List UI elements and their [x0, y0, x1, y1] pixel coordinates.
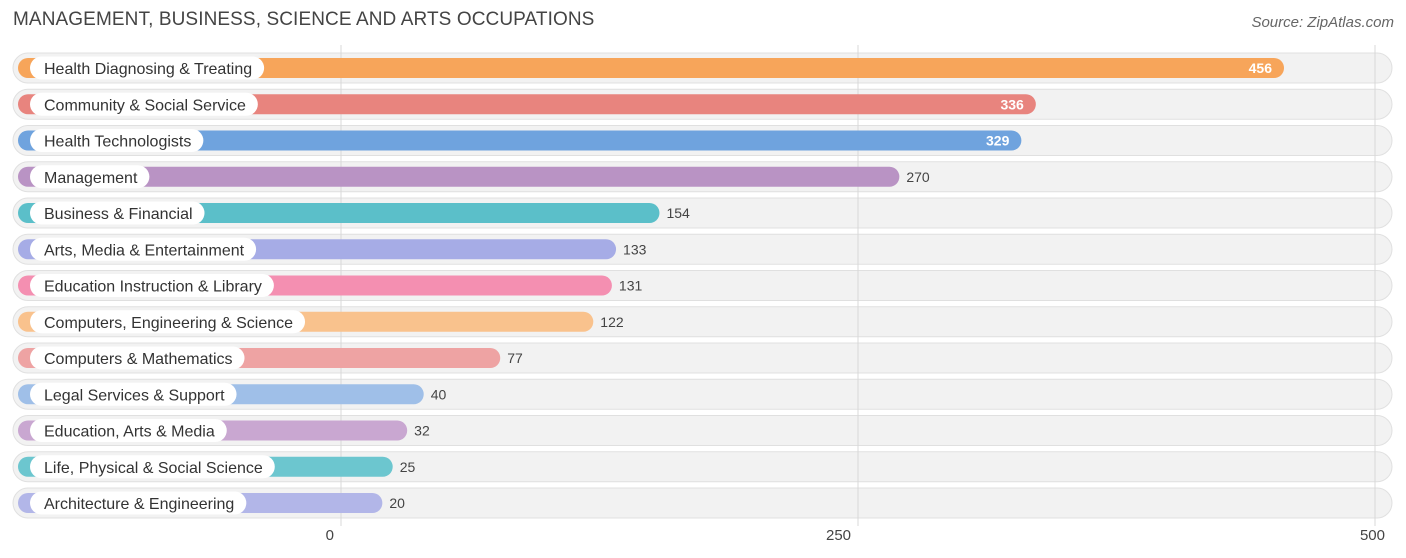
category-label: Arts, Media & Entertainment	[44, 242, 245, 259]
x-tick-label: 500	[1360, 527, 1385, 544]
category-label-pill	[30, 274, 274, 297]
value-label: 329	[986, 133, 1010, 149]
category-label: Business & Financial	[44, 206, 193, 223]
category-label-pill	[30, 92, 258, 116]
category-label-pill	[30, 165, 150, 189]
category-label: Computers & Mathematics	[44, 351, 233, 368]
value-label: 77	[507, 350, 523, 366]
category-label-pill	[30, 129, 204, 152]
x-axis-ticks: 0 250 500	[326, 527, 1385, 544]
category-label: Community & Social Service	[44, 97, 246, 114]
value-label: 270	[906, 169, 930, 185]
chart-title: MANAGEMENT, BUSINESS, SCIENCE AND ARTS O…	[13, 9, 595, 30]
bars: Health Diagnosing & Treating 456 Community…	[18, 56, 1285, 515]
x-tick-label: 0	[326, 527, 334, 544]
value-label: 32	[414, 423, 430, 439]
category-label-pill	[30, 455, 275, 479]
category-label: Architecture & Engineering	[44, 496, 234, 513]
value-label: 154	[666, 205, 690, 221]
source-credit: Source: ZipAtlas.com	[1251, 14, 1394, 31]
category-label-pill	[30, 419, 227, 442]
category-label: Health Technologists	[44, 134, 191, 151]
bar	[18, 166, 900, 187]
category-label-pill	[30, 346, 245, 370]
value-label: 133	[623, 241, 647, 257]
value-label: 40	[431, 386, 447, 402]
value-label: 25	[400, 459, 416, 475]
category-label-pill	[30, 310, 306, 334]
x-tick-label: 250	[826, 527, 851, 544]
category-label-pill	[30, 201, 205, 225]
bar	[18, 130, 1022, 151]
value-label: 456	[1249, 60, 1273, 76]
category-label-pill	[30, 237, 257, 261]
category-label: Legal Services & Support	[44, 387, 225, 404]
category-label: Life, Physical & Social Science	[44, 460, 263, 477]
category-label-pill	[30, 382, 237, 406]
category-label: Education, Arts & Media	[44, 424, 215, 441]
category-label: Management	[44, 170, 138, 187]
bar	[18, 58, 1285, 78]
bar	[18, 94, 1036, 115]
category-label-pill	[30, 56, 265, 80]
value-label: 336	[1000, 96, 1024, 112]
category-label: Education Instruction & Library	[44, 279, 262, 296]
category-label: Computers, Engineering & Science	[44, 315, 293, 332]
value-label: 20	[389, 495, 405, 511]
value-label: 122	[600, 314, 624, 330]
category-label: Health Diagnosing & Treating	[44, 61, 252, 78]
value-label: 131	[619, 278, 643, 294]
category-label-pill	[30, 491, 247, 515]
